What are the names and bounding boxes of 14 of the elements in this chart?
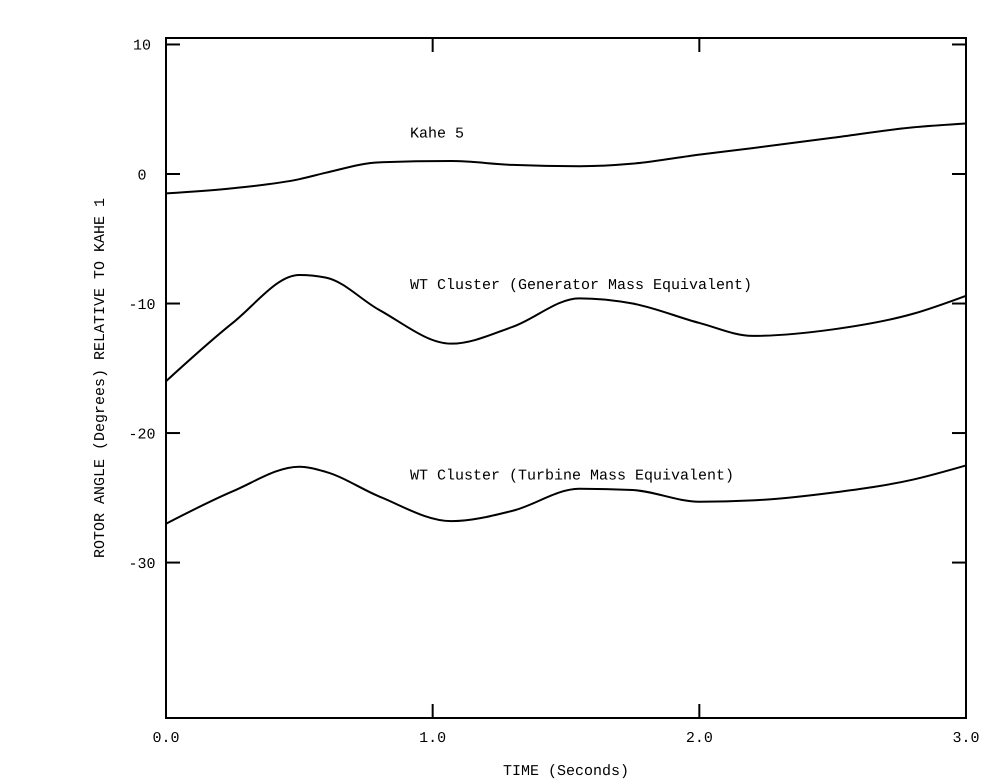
x-tick-label: 1.0 (419, 730, 446, 747)
x-tick-label: 0.0 (152, 730, 180, 747)
series-label: WT Cluster (Generator Mass Equivalent) (410, 277, 752, 294)
x-axis-title: TIME (Seconds) (502, 763, 630, 780)
y-axis-title: ROTOR ANGLE (Degrees) RELATIVE TO KAHE 1 (92, 198, 109, 558)
x-tick-label: 2.0 (686, 730, 713, 747)
y-tick-label: 0 (137, 167, 147, 184)
y-tick-label: -10 (128, 296, 156, 314)
series-label: Kahe 5 (410, 125, 464, 142)
y-tick-label: -20 (128, 426, 156, 444)
series-label: WT Cluster (Turbine Mass Equivalent) (410, 467, 734, 484)
y-tick-label: 10 (132, 38, 152, 55)
x-tick-label: 3.0 (952, 730, 980, 747)
y-tick-label: -30 (128, 556, 156, 573)
